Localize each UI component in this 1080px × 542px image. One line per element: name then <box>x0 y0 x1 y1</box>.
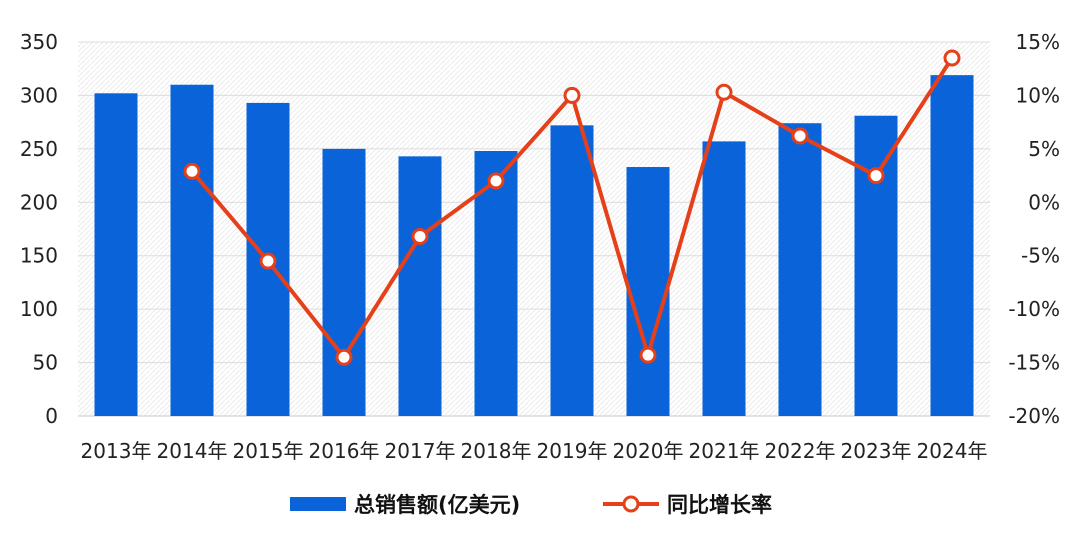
left-axis-tick-label: 0 <box>45 404 58 428</box>
line-point <box>791 127 809 145</box>
legend: 总销售额(亿美元) 同比增长率 <box>290 493 772 517</box>
line-point <box>639 346 657 364</box>
x-axis-tick-label: 2022年 <box>765 439 836 463</box>
bar-series <box>94 75 974 416</box>
line-point <box>487 172 505 190</box>
line-point <box>335 348 353 366</box>
bar <box>474 150 518 416</box>
legend-label-sales: 总销售额(亿美元) <box>354 493 520 517</box>
right-axis-tick-label: 5% <box>1028 137 1060 161</box>
left-axis-tick-label: 250 <box>20 137 58 161</box>
right-axis-tick-label: -15% <box>1008 351 1060 375</box>
line-point <box>563 86 581 104</box>
left-axis-tick-label: 100 <box>20 297 58 321</box>
bar <box>94 93 138 416</box>
right-axis-tick-label: 15% <box>1016 30 1060 54</box>
x-axis-tick-label: 2014年 <box>157 439 228 463</box>
bar <box>930 75 974 416</box>
x-axis-tick-label: 2017年 <box>385 439 456 463</box>
left-axis-tick-label: 50 <box>33 351 58 375</box>
bar <box>170 84 214 416</box>
bar <box>322 148 366 416</box>
bar <box>702 141 746 416</box>
left-axis-tick-label: 150 <box>20 244 58 268</box>
legend-swatch-marker <box>622 495 640 513</box>
gridlines <box>78 41 990 417</box>
line-series <box>183 49 961 366</box>
right-axis-ticks: -20% -15% -10% -5% 0% 5% 10% 15% <box>1008 30 1060 428</box>
bar <box>626 167 670 416</box>
line-point <box>715 83 733 101</box>
left-axis-tick-label: 200 <box>20 190 58 214</box>
left-axis-ticks: 0 50 100 150 200 250 300 350 <box>20 30 58 428</box>
x-axis-tick-label: 2015年 <box>233 439 304 463</box>
right-axis-tick-label: -10% <box>1008 297 1060 321</box>
left-axis-tick-label: 350 <box>20 30 58 54</box>
x-axis-ticks: 2013年 2014年 2015年 2016年 2017年 2018年 2019年 2020年… <box>81 439 988 463</box>
right-axis-tick-label: 0% <box>1028 190 1060 214</box>
right-axis-tick-label: 10% <box>1016 83 1060 107</box>
line-point <box>259 252 277 270</box>
x-axis-tick-label: 2020年 <box>613 439 684 463</box>
legend-swatch-bar <box>290 497 346 511</box>
x-axis-tick-label: 2024年 <box>917 439 988 463</box>
x-axis-tick-label: 2016年 <box>309 439 380 463</box>
x-axis-tick-label: 2021年 <box>689 439 760 463</box>
bar <box>398 156 442 416</box>
right-axis-tick-label: -5% <box>1021 244 1060 268</box>
right-axis-tick-label: -20% <box>1008 404 1060 428</box>
plot-area <box>78 42 990 416</box>
x-axis-tick-label: 2023年 <box>841 439 912 463</box>
bar <box>778 123 822 416</box>
x-axis-tick-label: 2013年 <box>81 439 152 463</box>
line-point <box>943 49 961 67</box>
bar <box>550 125 594 416</box>
line-point <box>411 227 429 245</box>
bar <box>854 115 898 416</box>
line-point <box>183 162 201 180</box>
legend-label-growth: 同比增长率 <box>667 493 772 517</box>
left-axis-tick-label: 300 <box>20 83 58 107</box>
x-axis-tick-label: 2018年 <box>461 439 532 463</box>
x-axis-tick-label: 2019年 <box>537 439 608 463</box>
line-point <box>867 167 885 185</box>
